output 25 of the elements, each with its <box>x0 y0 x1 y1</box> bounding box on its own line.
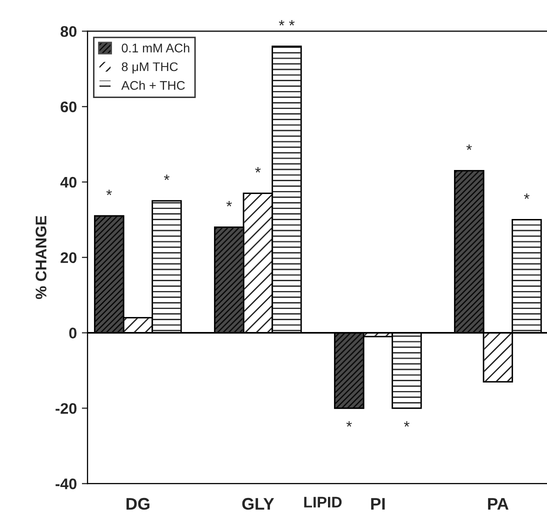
y-axis-title: % CHANGE <box>36 216 46 300</box>
x-tick-label: PA <box>488 498 508 510</box>
x-axis-title: LIPID <box>304 496 342 508</box>
data-label: * * <box>278 20 295 26</box>
data-label: * <box>346 421 352 427</box>
y-tick-label: 0 <box>69 328 76 338</box>
data-label: * <box>466 144 472 150</box>
legend-label: 0.1 mM ACh <box>122 43 190 52</box>
y-tick-label: 60 <box>60 101 76 112</box>
legend-label: ACh + THC <box>121 80 185 90</box>
legend-label: 8 μM THC <box>122 62 178 74</box>
data-label: * <box>164 174 170 180</box>
data-label: * <box>255 167 261 172</box>
y-tick-label: 80 <box>60 26 76 37</box>
y-tick-label: 40 <box>60 176 76 188</box>
y-tick-label: 20 <box>60 252 76 264</box>
data-label: * <box>524 194 530 199</box>
y-tick-label: -40 <box>56 478 76 490</box>
data-label: * <box>404 421 410 427</box>
x-tick-label: GLY <box>242 498 274 510</box>
x-tick-label: PI <box>371 498 385 510</box>
data-label: * <box>226 201 232 206</box>
x-tick-label: DG <box>126 498 150 510</box>
data-label: * <box>106 190 112 196</box>
y-tick-label: -20 <box>56 403 76 414</box>
